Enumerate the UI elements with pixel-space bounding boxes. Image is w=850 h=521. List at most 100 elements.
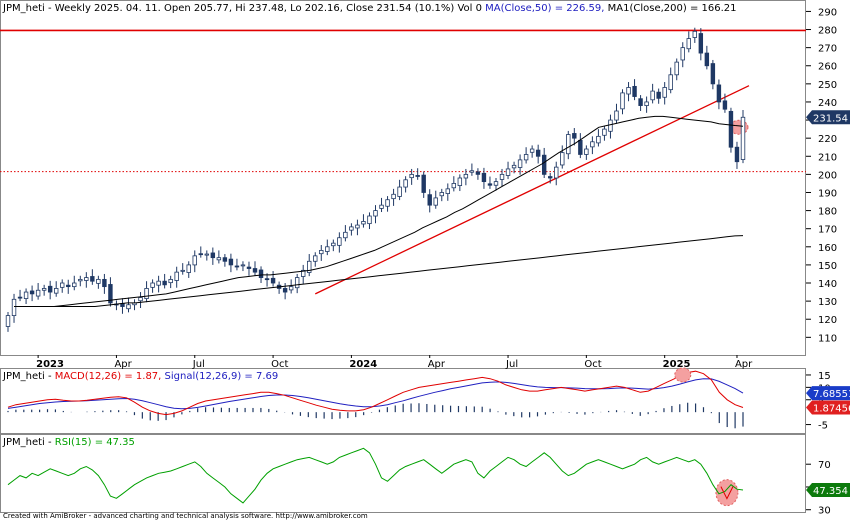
signal-header-label: Signal(12,26,9) = 7.69	[161, 371, 278, 382]
candle-body	[11, 298, 17, 317]
candle-body	[162, 280, 167, 286]
candle-body	[391, 193, 396, 200]
candle-body	[638, 98, 643, 106]
candle-body	[662, 87, 667, 98]
price-header: JPM_heti - Weekly 2025. 04. 11. Open 205…	[2, 3, 737, 14]
candle-body	[632, 85, 637, 97]
macd-line	[7, 370, 744, 416]
x-tick-label: 2023	[36, 359, 64, 370]
candle-body	[415, 175, 420, 177]
candle-body	[566, 134, 571, 155]
ma200-header: MA1(Close,200) = 166.21	[604, 3, 736, 14]
candle-body	[228, 258, 234, 266]
macd-y-tick-label: -5	[818, 421, 828, 432]
trendline	[314, 85, 750, 295]
candle-body	[680, 47, 685, 61]
candle-body	[150, 282, 155, 288]
candle-body	[53, 288, 59, 294]
candle-body	[487, 183, 493, 186]
x-tick-label: Apr	[735, 359, 753, 370]
moving-averages	[14, 115, 744, 307]
signal-line	[7, 378, 744, 410]
rsi-header: JPM_heti - RSI(15) = 47.35	[2, 437, 135, 448]
candle-body	[674, 61, 679, 76]
candle-body	[252, 268, 258, 273]
candle-body	[560, 152, 565, 166]
macd-highlight-circle	[674, 367, 692, 383]
candle-body	[84, 277, 89, 281]
candle-body	[397, 186, 402, 197]
rsi-y-tick-label: 30	[818, 506, 831, 517]
x-tick-label: 2025	[663, 359, 691, 370]
candle-body	[313, 255, 318, 262]
candle-body	[192, 255, 197, 266]
y-tick-label: 270	[818, 44, 837, 55]
signal-value-badge-shape	[806, 386, 850, 401]
candle-body	[734, 146, 740, 163]
candle-body	[282, 288, 288, 293]
candle-body	[300, 269, 306, 277]
candle-body	[722, 100, 728, 110]
macd-header-label: MACD(12,26) = 1.87,	[55, 371, 162, 382]
candle-body	[108, 284, 113, 304]
rsi-value-badge-text: 47.354	[813, 486, 848, 497]
y-tick-label: 200	[818, 170, 837, 181]
y-tick-label: 130	[818, 297, 837, 308]
rsi-y-tick-label: 70	[818, 460, 831, 471]
y-tick-label: 110	[818, 333, 837, 344]
candle-body	[554, 166, 559, 179]
macd-header-prefix: JPM_heti -	[2, 371, 55, 382]
candle-body	[90, 276, 95, 282]
footer-credit: Created with AmiBroker - advanced charti…	[3, 512, 368, 520]
candle-body	[578, 139, 583, 155]
candle-body	[535, 149, 541, 157]
macd-header: JPM_heti - MACD(12,26) = 1.87, Signal(12…	[2, 371, 278, 382]
candle-body	[692, 30, 698, 38]
candle-body	[307, 260, 312, 273]
candle-body	[686, 38, 691, 50]
candle-body	[572, 133, 577, 139]
candle-body	[246, 266, 252, 269]
candle-body	[626, 87, 631, 95]
candle-body	[29, 290, 35, 295]
close-price-badge-text: 231.54	[813, 113, 848, 124]
candle-body	[337, 237, 342, 246]
y-tick-label: 180	[818, 207, 837, 218]
x-tick-label: Apr	[428, 359, 446, 370]
x-tick-label: 2024	[349, 359, 377, 370]
candle-body	[644, 101, 649, 106]
candle-body	[216, 257, 222, 261]
candle-body	[240, 264, 246, 267]
rsi-panel	[0, 434, 806, 513]
candle-body	[439, 192, 444, 197]
y-tick-label: 280	[818, 26, 837, 37]
candle-body	[517, 159, 523, 168]
close-price-badge-shape	[806, 110, 850, 125]
candle-body	[740, 116, 746, 160]
candle-body	[379, 204, 384, 209]
candle-body	[204, 253, 210, 256]
candle-body	[180, 269, 185, 272]
candle-body	[361, 221, 366, 225]
macd-value-badge-shape	[806, 400, 850, 415]
rsi-series-line	[7, 447, 744, 504]
candle-body	[234, 265, 240, 268]
candle-body	[668, 74, 673, 91]
rsi-highlight-circle	[715, 479, 739, 507]
candle-body	[373, 210, 378, 217]
candle-body	[421, 174, 426, 193]
candle-body	[156, 280, 161, 286]
candle-body	[445, 188, 451, 194]
candle-body	[210, 252, 216, 259]
candle-body	[403, 179, 408, 188]
y-tick-label: 220	[818, 134, 837, 145]
candle-body	[174, 271, 179, 281]
candle-body	[23, 291, 29, 299]
candle-body	[602, 128, 607, 136]
rsi-v-marker	[720, 486, 734, 500]
y-tick-label: 170	[818, 225, 837, 236]
candle-body	[41, 288, 47, 291]
candle-body	[264, 278, 270, 281]
